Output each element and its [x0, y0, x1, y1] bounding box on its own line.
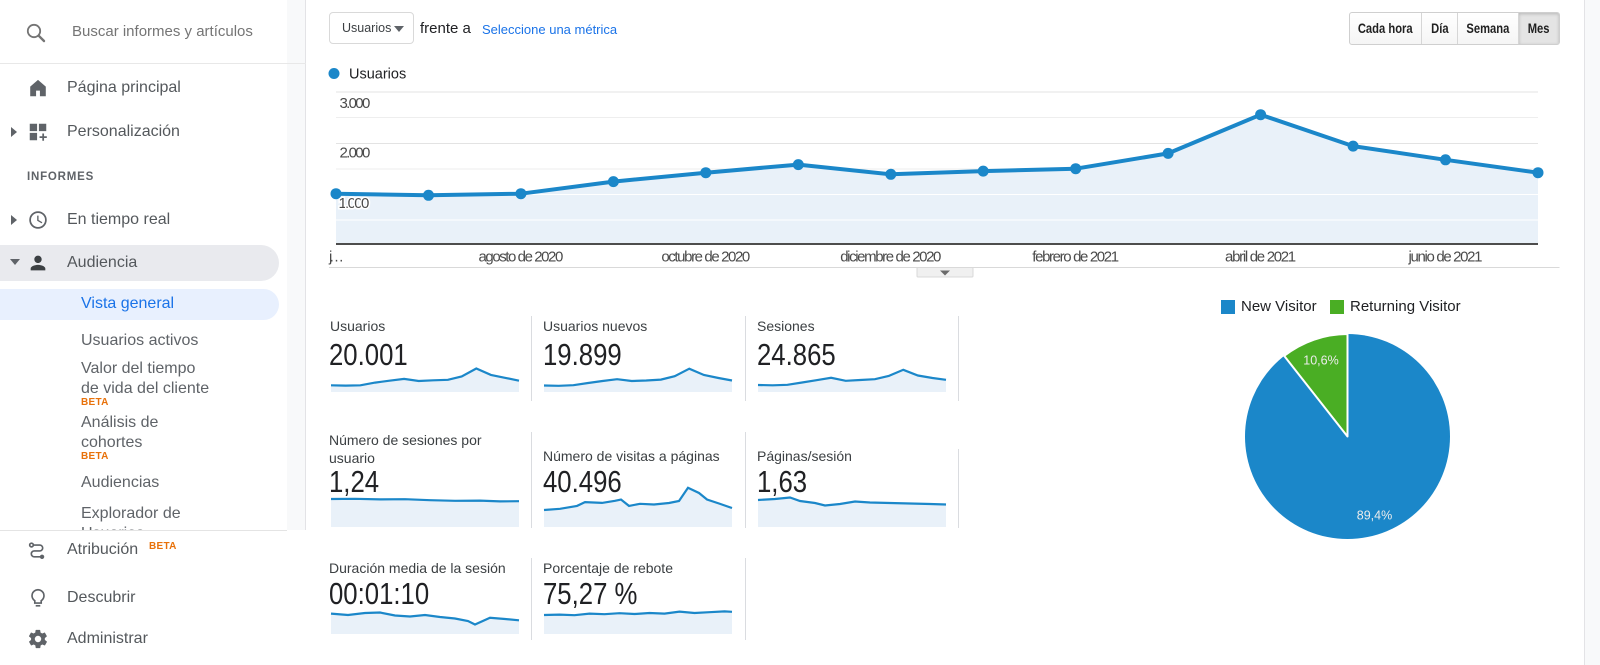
- svg-text:10,6%: 10,6%: [1303, 353, 1338, 367]
- svg-text:j…: j…: [328, 249, 344, 266]
- svg-text:febrero de 2021: febrero de 2021: [1032, 249, 1119, 266]
- svg-text:agosto de 2020: agosto de 2020: [479, 249, 564, 266]
- svg-text:Usuarios: Usuarios: [349, 67, 406, 83]
- svg-text:diciembre de 2020: diciembre de 2020: [840, 249, 941, 266]
- svg-text:89,4%: 89,4%: [1357, 508, 1392, 522]
- svg-text:junio de 2021: junio de 2021: [1408, 249, 1483, 266]
- svg-text:2.000: 2.000: [340, 144, 371, 161]
- svg-text:octubre de 2020: octubre de 2020: [661, 249, 750, 266]
- svg-text:3.000: 3.000: [340, 95, 371, 112]
- svg-text:1.000: 1.000: [339, 195, 370, 212]
- svg-text:abril de 2021: abril de 2021: [1225, 249, 1296, 266]
